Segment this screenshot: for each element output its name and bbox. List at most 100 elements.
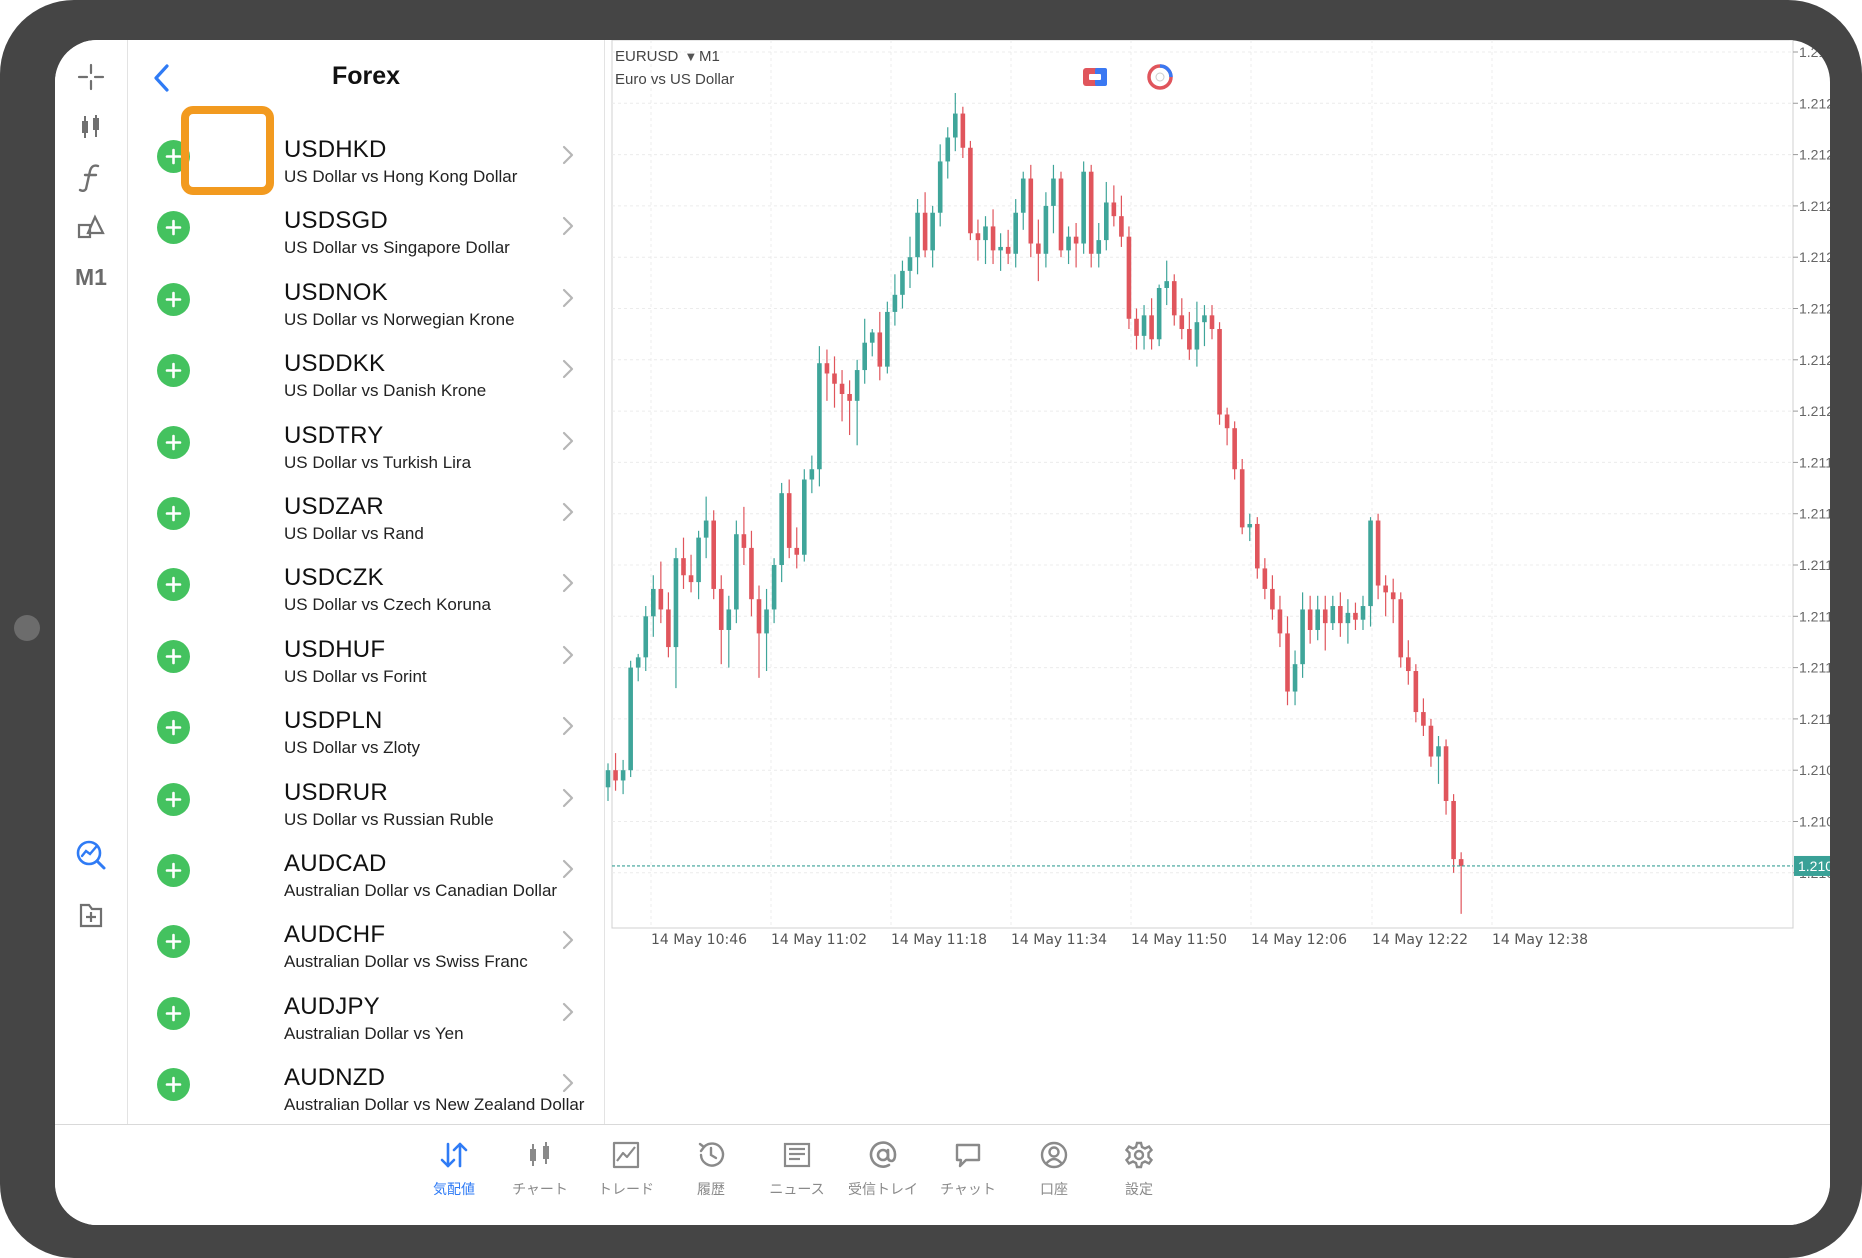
symbol-row[interactable]: USDZAR US Dollar vs Rand (128, 479, 604, 550)
candle-body (832, 373, 837, 384)
symbol-row[interactable]: USDTRY US Dollar vs Turkish Lira (128, 408, 604, 479)
x-tick-label: 14 May 12:06 (1251, 932, 1347, 948)
tab-label: トレード (598, 1181, 654, 1197)
y-tick-label: 1.21260 (1799, 198, 1830, 214)
chevron-right-icon (562, 858, 574, 885)
signals-icon[interactable] (66, 832, 116, 878)
tab-quotes[interactable]: 気配値 (409, 1137, 499, 1217)
chart-area[interactable]: 1.21305 1.21290 1.21275 1.21260 1.21245 1.212… (605, 40, 1830, 1124)
chevron-right-icon (562, 1001, 574, 1028)
symbol-row[interactable]: AUDJPY Australian Dollar vs Yen (128, 979, 604, 1050)
tab-account[interactable]: 口座 (1009, 1137, 1099, 1217)
symbol-row[interactable]: USDHUF US Dollar vs Forint (128, 622, 604, 693)
candle-body (741, 534, 747, 548)
add-symbol-button[interactable] (157, 497, 190, 530)
candle-body (1066, 236, 1071, 251)
chevron-right-icon (562, 929, 574, 956)
candle-body (1338, 606, 1343, 624)
chevron-right-icon (562, 144, 574, 171)
candle-body (1202, 315, 1207, 323)
x-tick-label: 14 May 10:46 (651, 932, 747, 948)
plus-icon (165, 434, 182, 450)
symbol-name: AUDNZD (284, 1064, 386, 1092)
tab-mailbox[interactable]: 受信トレイ (838, 1137, 928, 1217)
tab-history[interactable]: 履歴 (666, 1137, 756, 1217)
candle-body (930, 212, 935, 251)
tab-trade[interactable]: トレード (581, 1137, 671, 1217)
candle-body (673, 558, 679, 648)
symbol-row[interactable]: USDSGD US Dollar vs Singapore Dollar (128, 193, 604, 264)
y-tick-label: 1.21170 (1799, 506, 1830, 522)
back-button[interactable] (142, 58, 182, 98)
candle-body (749, 547, 754, 600)
candle-body (1164, 281, 1169, 288)
symbol-row[interactable]: USDDKK US Dollar vs Danish Krone (128, 336, 604, 407)
candle-body (1451, 800, 1456, 860)
tab-settings[interactable]: 設定 (1094, 1137, 1184, 1217)
plus-icon (165, 1076, 182, 1093)
candle-body (1232, 428, 1237, 470)
add-symbol-button[interactable] (157, 425, 190, 459)
symbol-row[interactable]: AUDNZD Australian Dollar vs New Zealand D… (128, 1050, 604, 1121)
settings-icon (1094, 1137, 1184, 1173)
panel-title: Forex (331, 62, 401, 90)
add-symbol-button[interactable] (157, 282, 190, 316)
candle-body (1239, 469, 1245, 528)
candle-body (1383, 585, 1388, 593)
candle-body (703, 520, 709, 538)
y-tick-label: 1.21200 (1799, 403, 1830, 419)
candle-body (1398, 599, 1404, 658)
candle-body (915, 212, 920, 258)
add-symbol-button[interactable] (157, 354, 190, 388)
objects-icon[interactable] (66, 204, 116, 250)
candle-body (1187, 329, 1192, 350)
candle-body (1111, 202, 1117, 217)
symbol-row[interactable]: AUDCAD Australian Dollar vs Canadian Doll… (128, 836, 604, 907)
symbol-description: Australian Dollar vs Swiss Franc (284, 952, 528, 972)
symbol-row[interactable]: AUDCHF Australian Dollar vs Swiss Franc (128, 907, 604, 978)
add-symbol-button[interactable] (157, 1068, 190, 1102)
symbol-row[interactable]: USDNOK US Dollar vs Norwegian Krone (128, 265, 604, 336)
add-symbol-button[interactable] (157, 711, 190, 745)
plus-icon (165, 505, 182, 522)
candle-body (1406, 657, 1411, 672)
tab-news[interactable]: ニュース (752, 1137, 842, 1217)
candle-body (1315, 609, 1320, 630)
y-tick-label: 1.21245 (1799, 249, 1830, 265)
add-symbol-button[interactable] (157, 639, 190, 673)
symbol-row[interactable]: USDCZK US Dollar vs Czech Koruna (128, 550, 604, 621)
tab-chat[interactable]: チャット (923, 1137, 1013, 1217)
candle-body (756, 599, 762, 634)
symbol-row[interactable]: USDRUR US Dollar vs Russian Ruble (128, 765, 604, 836)
plus-icon (165, 862, 182, 879)
plus-icon (165, 291, 182, 308)
candlestick-chart[interactable]: 1.21305 1.21290 1.21275 1.21260 1.21245 1.212… (605, 40, 1830, 1124)
plus-icon (165, 220, 182, 236)
add-symbol-button[interactable] (157, 782, 190, 816)
candle-body (1224, 414, 1230, 429)
symbol-name: AUDCHF (284, 921, 386, 949)
crosshair-icon[interactable] (66, 54, 116, 100)
x-tick-label: 14 May 12:38 (1492, 932, 1588, 948)
symbol-description: Australian Dollar vs Yen (284, 1023, 464, 1043)
tab-chart[interactable]: チャート (495, 1137, 585, 1217)
timeframe-m1[interactable]: M1 (75, 263, 107, 290)
y-tick-label: 1.21140 (1799, 608, 1830, 624)
candle-body (960, 113, 966, 148)
add-symbol-button[interactable] (157, 568, 190, 602)
add-symbol-button[interactable] (157, 211, 190, 245)
candle-body (1262, 568, 1268, 589)
x-tick-label: 14 May 11:18 (891, 932, 987, 948)
new-order-icon[interactable] (66, 892, 116, 938)
trade-icon (581, 1137, 671, 1173)
symbol-row[interactable]: USDHKD US Dollar vs Hong Kong Dollar (128, 122, 604, 193)
candle-body (1119, 216, 1124, 237)
indicators-icon[interactable] (66, 154, 116, 200)
add-symbol-button[interactable] (157, 925, 190, 959)
tab-label: 口座 (1040, 1181, 1068, 1197)
quotes-icon (409, 1137, 499, 1173)
add-symbol-button[interactable] (157, 996, 190, 1030)
add-symbol-button[interactable] (157, 854, 190, 887)
chart-type-icon[interactable] (66, 104, 116, 150)
symbol-row[interactable]: USDPLN US Dollar vs Zloty (128, 693, 604, 764)
